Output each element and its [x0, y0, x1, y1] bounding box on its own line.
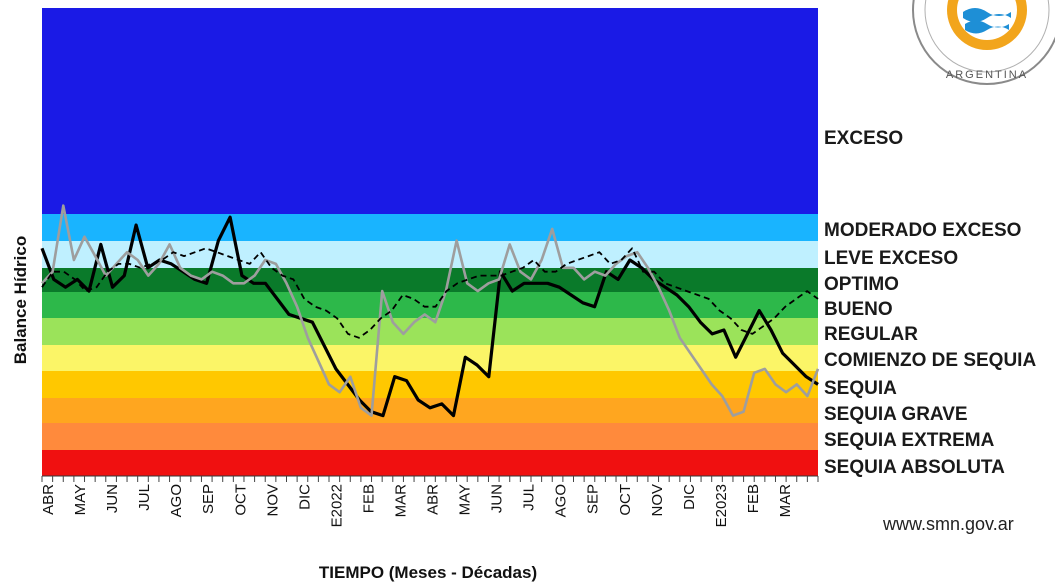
band-label-sequia-grave: SEQUIA GRAVE — [824, 404, 968, 425]
x-tick-label: OCT — [617, 484, 634, 516]
x-tick-label: MAR — [777, 484, 794, 518]
band-sequia — [42, 371, 818, 398]
series-solid-black — [40, 215, 819, 418]
x-tick-label: AGO — [168, 484, 185, 517]
band-label-comienzo-de-sequia: COMIENZO DE SEQUIA — [824, 350, 1036, 371]
y-axis-title: Balance Hídrico — [11, 236, 30, 365]
band-label-leve-exceso: LEVE EXCESO — [824, 248, 958, 269]
series-solid-gray — [41, 204, 820, 417]
logo-emblem: ARGENTINA — [912, 0, 1055, 85]
x-tick-label: OCT — [232, 484, 249, 516]
x-axis-labels: ABR MAY JUN JUL AGO SEP OCT NOV DIC E2022 FEB MAR AB… — [40, 484, 794, 528]
x-tick-label: JUL — [136, 484, 153, 511]
chart-frame — [41, 475, 819, 482]
series-dashed-black — [41, 247, 819, 339]
band-bueno — [42, 292, 818, 318]
x-tick-label: AGO — [553, 484, 570, 517]
band-sequia-extrema — [42, 423, 818, 450]
band-label-bueno: BUENO — [824, 299, 893, 320]
band-labels: EXCESO MODERADO EXCESO LEVE EXCESO OPTIMO BU… — [824, 128, 1036, 478]
x-tick-label: SEP — [585, 484, 602, 514]
band-label-sequia-absoluta: SEQUIA ABSOLUTA — [824, 457, 1005, 478]
x-tick-label: ABR — [40, 484, 57, 515]
band-label-sequia: SEQUIA — [824, 378, 897, 399]
x-tick-label: SEP — [200, 484, 217, 514]
band-exceso — [42, 8, 818, 214]
x-tick-label: JUL — [521, 484, 538, 511]
logo-text: ARGENTINA — [946, 69, 1028, 81]
category-bands — [42, 8, 818, 476]
x-tick-label: FEB — [745, 484, 762, 513]
x-tick-label: MAR — [392, 484, 409, 518]
x-tick-label: DIC — [681, 484, 698, 510]
x-tick-label: FEB — [360, 484, 377, 513]
x-tick-label: JUN — [489, 484, 506, 513]
band-optimo — [42, 268, 818, 292]
website-url[interactable]: www.smn.gov.ar — [883, 514, 1014, 534]
x-tick-label: E2022 — [328, 484, 345, 527]
x-axis-title: TIEMPO (Meses - Décadas) — [319, 563, 537, 582]
x-tick-label: MAY — [457, 484, 474, 515]
x-tick-label: E2023 — [713, 484, 730, 527]
x-tick-label: NOV — [649, 484, 666, 517]
smn-logo: ARGENTINA — [905, 0, 1055, 100]
x-tick-label: JUN — [104, 484, 121, 513]
band-label-moderado-exceso: MODERADO EXCESO — [824, 220, 1021, 241]
band-moderado-exceso — [42, 214, 818, 241]
x-tick-label: NOV — [264, 484, 281, 517]
x-tick-label: ABR — [425, 484, 442, 515]
x-tick-label: MAY — [72, 484, 89, 515]
band-label-exceso: EXCESO — [824, 128, 903, 149]
x-tick-label: DIC — [296, 484, 313, 510]
series-lines — [40, 204, 820, 418]
band-regular — [42, 318, 818, 345]
band-label-regular: REGULAR — [824, 324, 918, 345]
band-sequia-grave — [42, 398, 818, 423]
band-label-optimo: OPTIMO — [824, 274, 899, 295]
band-label-sequia-extrema: SEQUIA EXTREMA — [824, 430, 995, 451]
band-sequia-absoluta — [42, 450, 818, 476]
band-comienzo-de-sequia — [42, 345, 818, 371]
